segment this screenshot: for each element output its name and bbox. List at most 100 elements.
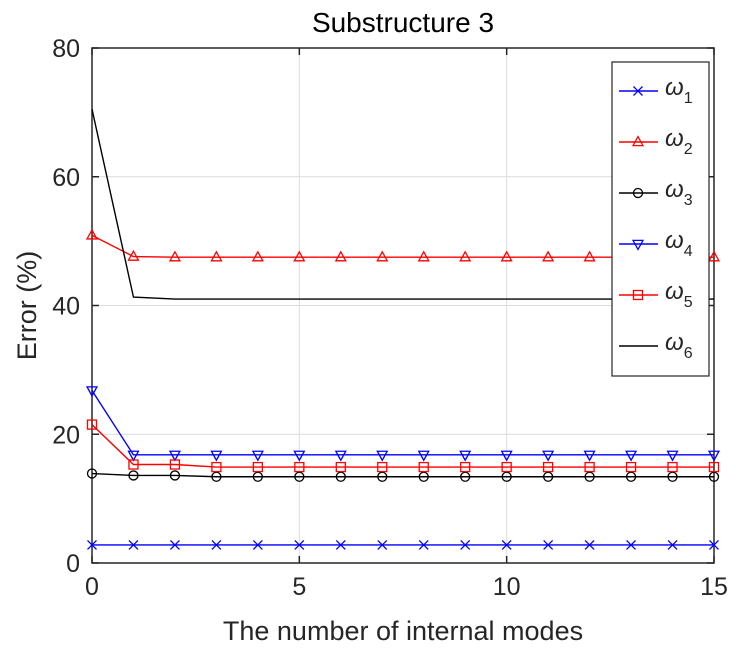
data-point bbox=[625, 461, 637, 473]
x-axis-title: The number of internal modes bbox=[223, 616, 583, 646]
data-point bbox=[377, 471, 388, 482]
data-point bbox=[501, 471, 512, 482]
data-point bbox=[252, 540, 263, 550]
data-point bbox=[542, 461, 554, 473]
data-point bbox=[127, 450, 140, 462]
data-point bbox=[707, 250, 721, 262]
data-point bbox=[210, 450, 223, 462]
data-point bbox=[542, 450, 555, 462]
data-point bbox=[211, 461, 222, 473]
data-point bbox=[666, 450, 679, 462]
data-point bbox=[583, 450, 596, 462]
data-point bbox=[376, 450, 389, 462]
y-axis-title: Error (%) bbox=[12, 251, 42, 361]
data-point bbox=[85, 386, 99, 398]
data-point bbox=[632, 289, 644, 301]
data-point bbox=[211, 540, 222, 550]
data-point bbox=[626, 540, 637, 550]
data-point bbox=[632, 187, 644, 199]
data-point bbox=[633, 86, 643, 96]
y-tick-label: 60 bbox=[52, 164, 80, 192]
data-point bbox=[335, 461, 346, 473]
data-point bbox=[584, 540, 595, 550]
data-point bbox=[252, 461, 264, 473]
data-point bbox=[501, 540, 512, 550]
data-point bbox=[543, 540, 554, 550]
data-point bbox=[127, 249, 140, 261]
data-point bbox=[293, 450, 306, 462]
series-ω6 bbox=[91, 109, 714, 300]
data-point bbox=[542, 250, 555, 262]
data-point bbox=[667, 461, 678, 473]
data-point bbox=[418, 461, 429, 473]
data-point bbox=[128, 459, 139, 470]
y-tick-label: 20 bbox=[52, 421, 80, 449]
data-point bbox=[459, 450, 472, 462]
data-point bbox=[251, 450, 264, 462]
data-point bbox=[708, 461, 720, 473]
data-point bbox=[293, 250, 306, 262]
data-point bbox=[211, 471, 222, 482]
series-ω4 bbox=[85, 386, 721, 462]
data-point bbox=[501, 461, 512, 473]
data-point bbox=[252, 471, 264, 482]
data-point bbox=[251, 250, 264, 262]
data-point bbox=[460, 461, 471, 473]
data-point bbox=[584, 471, 595, 482]
data-point bbox=[128, 470, 139, 481]
data-point bbox=[334, 450, 347, 462]
data-point bbox=[377, 461, 388, 473]
tick-layer: 0 5 10 15 0 20 40 60 80 bbox=[52, 35, 728, 601]
data-point bbox=[583, 250, 596, 262]
data-point bbox=[85, 228, 99, 240]
data-point bbox=[169, 540, 180, 550]
series-line bbox=[91, 424, 714, 468]
series-ω1 bbox=[87, 540, 719, 550]
data-point bbox=[377, 540, 388, 550]
data-point bbox=[667, 540, 678, 550]
data-point bbox=[460, 540, 471, 550]
data-point bbox=[168, 450, 181, 462]
data-point bbox=[168, 250, 181, 262]
data-point bbox=[418, 471, 429, 482]
series-line bbox=[91, 390, 714, 456]
data-point bbox=[86, 419, 98, 430]
data-point bbox=[294, 461, 305, 473]
data-point bbox=[631, 239, 645, 251]
data-point bbox=[667, 471, 678, 482]
series-ω3 bbox=[86, 468, 720, 482]
series-layer bbox=[85, 109, 721, 550]
data-point bbox=[500, 250, 513, 262]
data-point bbox=[335, 540, 346, 550]
data-point bbox=[625, 450, 638, 462]
data-point bbox=[376, 250, 389, 262]
data-point bbox=[335, 471, 346, 482]
x-tick-label: 15 bbox=[700, 573, 728, 601]
data-point bbox=[87, 540, 97, 550]
data-point bbox=[169, 459, 181, 470]
x-tick-label: 5 bbox=[292, 573, 306, 601]
y-tick-label: 80 bbox=[52, 35, 80, 63]
series-line bbox=[91, 109, 714, 300]
data-point bbox=[631, 135, 645, 147]
y-tick-label: 40 bbox=[52, 293, 80, 321]
data-point bbox=[294, 471, 305, 482]
series-line bbox=[91, 472, 714, 478]
data-point bbox=[709, 540, 719, 550]
data-point bbox=[418, 540, 429, 550]
data-point bbox=[210, 250, 223, 262]
data-point bbox=[708, 471, 720, 482]
data-point bbox=[584, 461, 595, 473]
data-point bbox=[294, 540, 305, 550]
data-point bbox=[500, 450, 513, 462]
data-point bbox=[169, 470, 181, 481]
data-point bbox=[707, 450, 721, 462]
data-point bbox=[459, 250, 472, 262]
data-point bbox=[625, 471, 637, 482]
data-point bbox=[128, 540, 139, 550]
x-tick-label: 10 bbox=[493, 573, 521, 601]
series-ω5 bbox=[86, 419, 720, 473]
